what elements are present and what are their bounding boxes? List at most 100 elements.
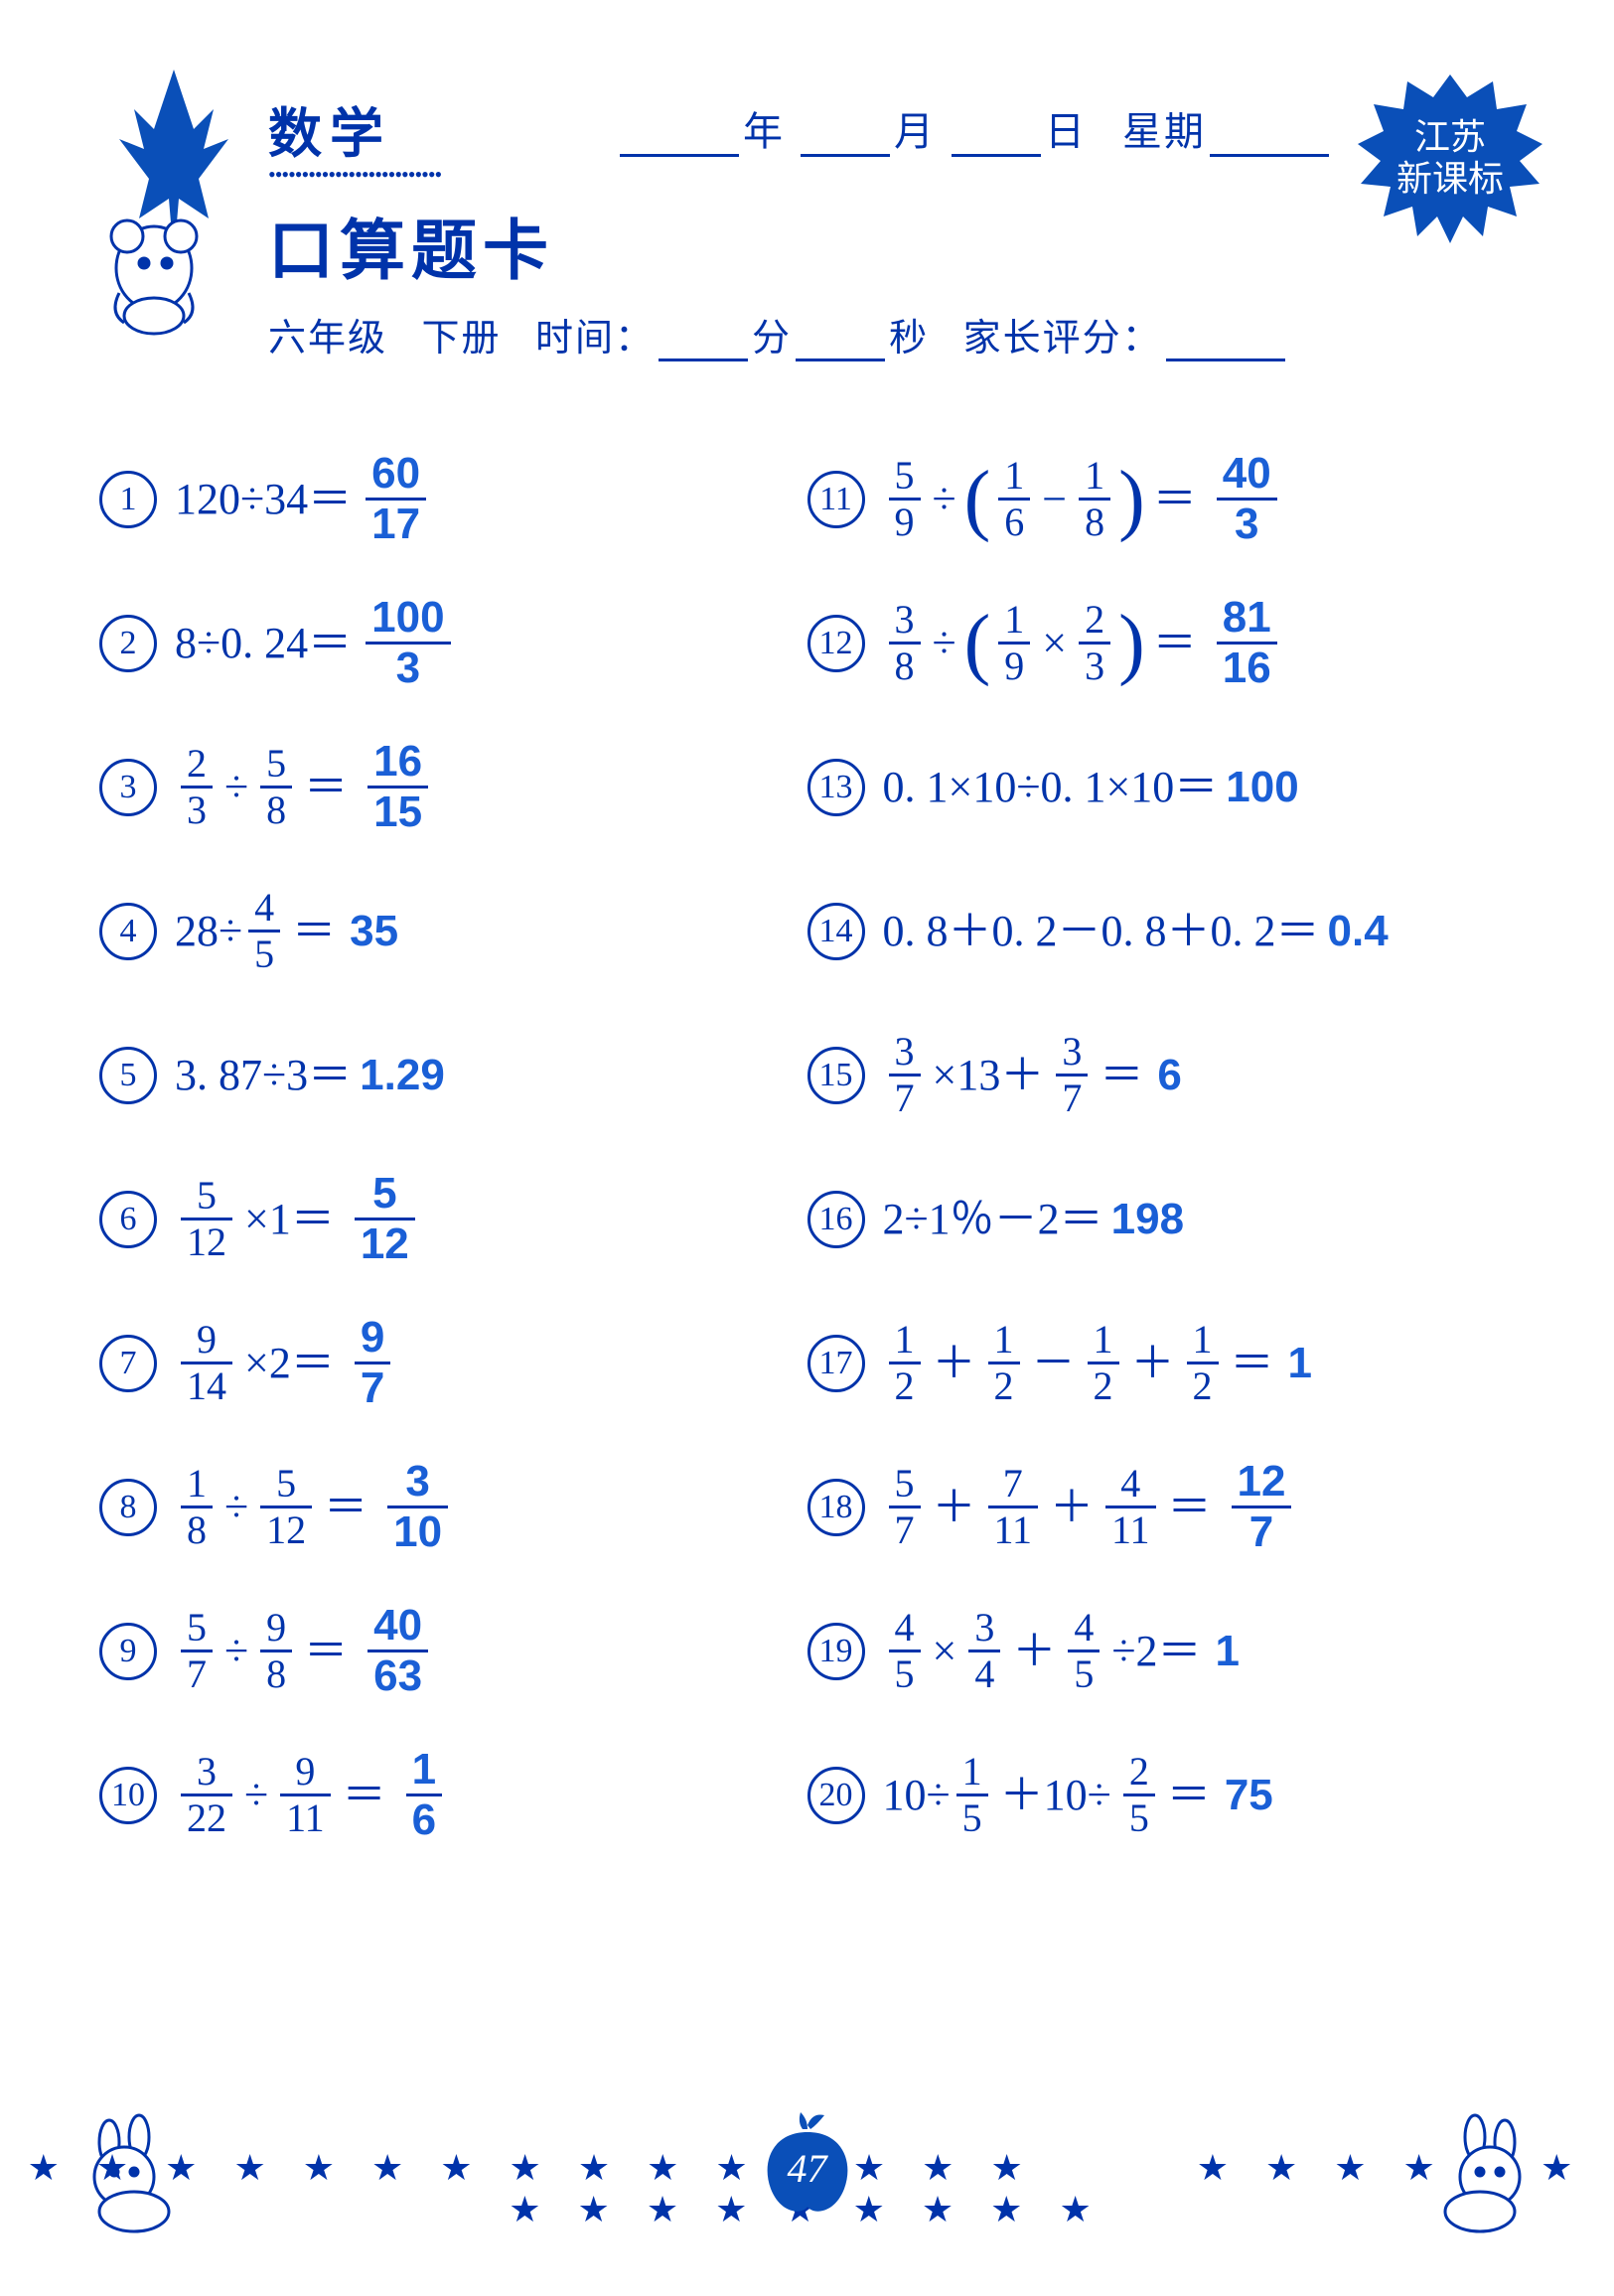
problem-number: 14 [807,903,865,960]
sec-label: 秒 [889,318,929,359]
min-label: 分 [752,318,792,359]
problem-row: 9 57÷98＝4063 [99,1579,807,1723]
problem-number: 11 [807,471,865,528]
problem-row: 16 2÷1％－2＝198 [807,1147,1516,1291]
problem-row: 6 512×1＝512 [99,1147,807,1291]
problem-number: 20 [807,1767,865,1824]
problem-number: 18 [807,1479,865,1536]
problems-area: 1 120÷34＝6017 2 8÷0. 24＝1003 323÷58＝1615428÷… [99,427,1515,1867]
problem-row: 10322÷911＝16 [99,1723,807,1867]
problem-row: 17 12＋12－12＋12＝1 [807,1291,1516,1435]
problem-row: 1238÷(19×23)＝8116 [807,571,1516,715]
problem-number: 8 [99,1479,157,1536]
time-sec-blank[interactable] [796,317,885,361]
answer: 35 [350,910,398,953]
answer: 1 [1288,1342,1312,1385]
problem-number: 7 [99,1335,157,1392]
problem-row: 7 914×2＝97 [99,1291,807,1435]
problem-number: 17 [807,1335,865,1392]
sub-info-line: 六年级 下册 时间：分秒 家长评分： [268,307,1289,361]
problem-expression: 37×13＋37＝6 [883,1030,1182,1120]
day-blank[interactable] [952,110,1041,157]
problem-expression: 2÷1％－2＝198 [883,1198,1185,1241]
answer: 127 [1226,1458,1298,1556]
problem-row: 19 45×34＋45÷2＝1 [807,1579,1516,1723]
answer: 16 [400,1746,448,1844]
day-label: 日 [1045,109,1087,154]
problem-row: 1 120÷34＝6017 [99,427,807,571]
problem-expression: 38÷(19×23)＝8116 [883,594,1283,692]
mascot-icon [89,60,258,338]
answer: 8116 [1211,594,1283,692]
problem-expression: 18÷512＝310 [175,1458,454,1556]
problem-expression: 57＋711＋411＝127 [883,1458,1298,1556]
problem-expression: 8÷0. 24＝1003 [175,594,457,692]
problem-row: 428÷45＝35 [99,859,807,1003]
problem-expression: 57÷98＝4063 [175,1602,434,1700]
weekday-blank[interactable] [1210,110,1329,157]
answer: 1615 [362,738,434,836]
answer: 198 [1111,1198,1184,1241]
worksheet-page: 数学 •••••••••••••••••••••••••• 口算题卡 六年级 下… [0,0,1614,2296]
month-blank[interactable] [801,110,890,157]
problem-number: 9 [99,1623,157,1680]
problem-row: 130. 1×10÷0. 1×10＝100 [807,715,1516,859]
problem-row: 11 59÷(16−18)＝403 [807,427,1516,571]
dotted-rule: •••••••••••••••••••••••••• [268,162,1289,188]
problem-number: 15 [807,1047,865,1104]
problem-expression: 45×34＋45÷2＝1 [883,1606,1240,1696]
problem-expression: 0. 1×10÷0. 1×10＝100 [883,766,1299,809]
volume-label: 下册 [422,318,502,359]
problem-number: 6 [99,1191,157,1248]
problem-row: 8 18÷512＝310 [99,1435,807,1579]
problem-expression: 512×1＝512 [175,1170,421,1268]
answer: 4063 [362,1602,434,1700]
time-min-blank[interactable] [659,317,748,361]
problem-number: 3 [99,759,157,816]
answer: 512 [349,1170,421,1268]
problem-expression: 914×2＝97 [175,1314,396,1412]
answer: 403 [1211,450,1283,548]
problem-expression: 12＋12－12＋12＝1 [883,1318,1312,1408]
answer: 6017 [360,450,432,548]
badge-text-1: 江苏 [1414,117,1486,157]
problem-row: 20 10÷15＋10÷25＝75 [807,1723,1516,1867]
problem-expression: 322÷911＝16 [175,1746,448,1844]
problem-number: 1 [99,471,157,528]
badge-text-2: 新课标 [1396,159,1504,199]
problem-number: 2 [99,615,157,672]
answer: 310 [381,1458,454,1556]
right-column: 1159÷(16−18)＝4031238÷(19×23)＝8116130. 1×… [807,427,1516,1867]
problem-expression: 0. 8＋0. 2－0. 8＋0. 2＝0.4 [883,910,1389,953]
date-line: 年 月 日 星期 [616,99,1333,157]
problem-number: 5 [99,1047,157,1104]
month-label: 月 [894,109,936,154]
grade-label: 六年级 [268,318,387,359]
weekday-label: 星期 [1122,109,1206,154]
problem-row: 15 37×13＋37＝6 [807,1003,1516,1147]
year-blank[interactable] [620,110,739,157]
problem-expression: 120÷34＝6017 [175,450,432,548]
answer: 100 [1226,766,1298,809]
header: 数学 •••••••••••••••••••••••••• 口算题卡 六年级 下… [99,60,1515,338]
problem-row: 2 8÷0. 24＝1003 [99,571,807,715]
bunny-right-icon [1425,2107,1554,2236]
card-title: 口算题卡 [268,198,1289,293]
problem-number: 19 [807,1623,865,1680]
answer: 0.4 [1328,910,1389,953]
problem-row: 5 3. 87÷3＝1.29 [99,1003,807,1147]
problem-expression: 3. 87÷3＝1.29 [175,1054,445,1097]
problem-number: 16 [807,1191,865,1248]
answer: 1 [1215,1630,1239,1673]
answer: 1003 [360,594,456,692]
edition-badge-icon: 江苏 新课标 [1356,70,1544,258]
problem-expression: 10÷15＋10÷25＝75 [883,1750,1273,1840]
footer: ★ ★ ★ ★ ★ ★ ★ ★ ★ ★ ★ ★ ★ ★ ★ ★ ★ ★ ★ ★ … [0,2087,1614,2236]
problem-expression: 59÷(16−18)＝403 [883,450,1283,548]
page-number: 47 [788,2145,827,2192]
problem-row: 323÷58＝1615 [99,715,807,859]
answer: 75 [1225,1774,1273,1817]
problem-number: 4 [99,903,157,960]
year-label: 年 [743,109,785,154]
parent-score-blank[interactable] [1166,317,1285,361]
